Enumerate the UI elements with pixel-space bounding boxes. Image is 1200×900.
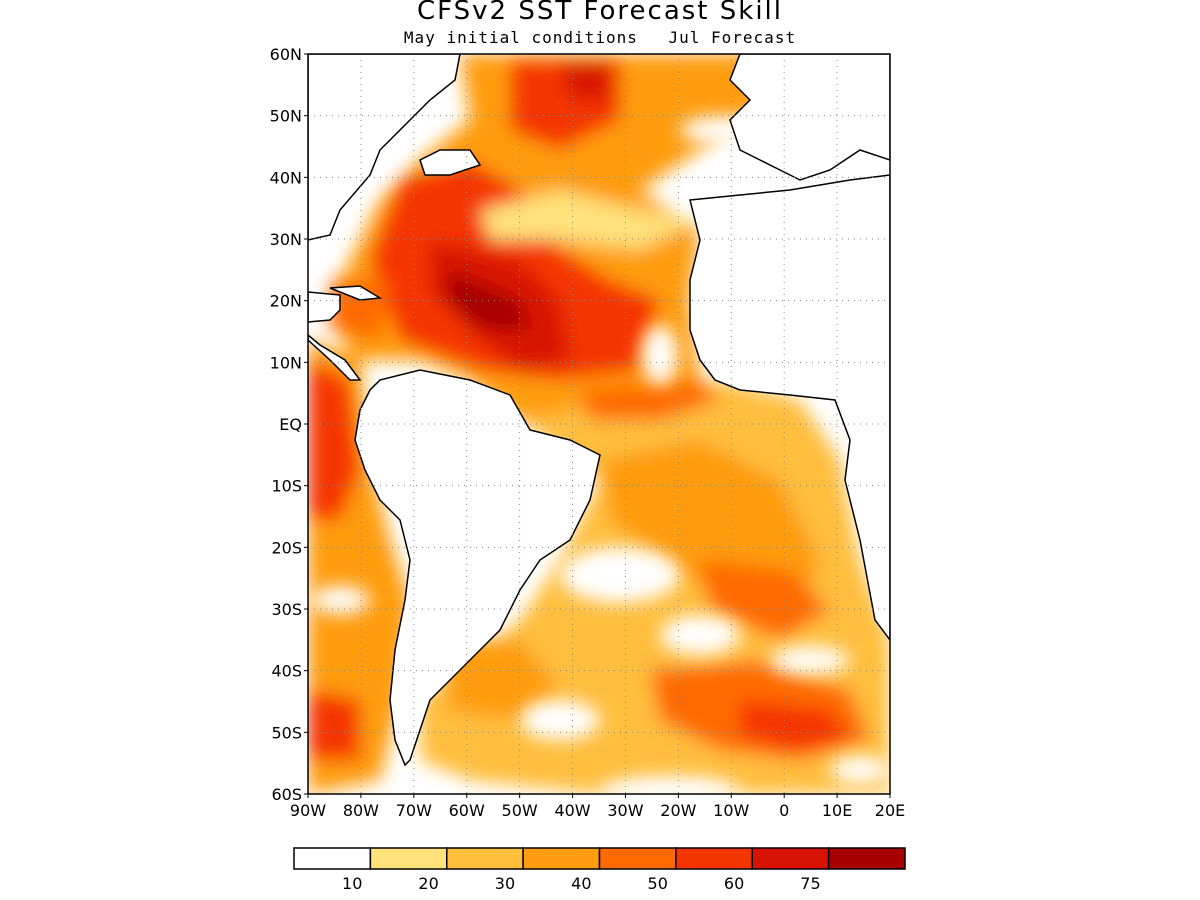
colorbar-label: 50 — [648, 874, 668, 893]
colorbar-label: 75 — [800, 874, 820, 893]
lat-tick-label: 20N — [270, 292, 302, 311]
lon-tick-label: 20E — [875, 801, 905, 820]
colorbar: 10 20 30 40 50 60 75 — [293, 847, 906, 893]
lat-tick-label: 10N — [270, 353, 302, 372]
lon-labels: 90W 80W 70W 60W 50W 40W 30W 20W 10W 0 10E 20E — [290, 794, 905, 820]
lon-tick-label: 10E — [822, 801, 852, 820]
lon-tick-label: 80W — [343, 801, 379, 820]
lon-tick-label: 90W — [290, 801, 326, 820]
colorbar-swatch — [675, 847, 753, 870]
subtitle-init: May initial conditions — [403, 28, 638, 47]
lat-tick-label: 10S — [271, 477, 302, 496]
lon-tick-label: 60W — [449, 801, 485, 820]
lat-tick-label: 20S — [271, 538, 302, 557]
colorbar-label: 60 — [724, 874, 744, 893]
lat-tick-label: 30N — [270, 230, 302, 249]
lat-tick-label: 60N — [270, 45, 302, 64]
colorbar-swatch — [522, 847, 601, 870]
colorbar-swatch — [293, 847, 372, 870]
lat-tick-label: 40S — [271, 662, 302, 681]
colorbar-swatch — [369, 847, 448, 870]
colorbar-label: 30 — [495, 874, 515, 893]
colorbar-swatch — [446, 847, 524, 870]
lon-tick-label: 0 — [779, 801, 789, 820]
skill-field — [308, 54, 890, 794]
lat-tick-label: 50N — [270, 107, 302, 126]
gridlines — [308, 54, 890, 794]
colorbar-label: 20 — [418, 874, 438, 893]
lon-tick-label: 20W — [660, 801, 696, 820]
lat-tick-label: 30S — [271, 600, 302, 619]
lat-tick-label: 50S — [271, 723, 302, 742]
map-subtitle: May initial conditions Jul Forecast — [0, 28, 1200, 47]
lon-tick-label: 10W — [713, 801, 749, 820]
lon-tick-label: 70W — [396, 801, 432, 820]
colorbar-label: 10 — [342, 874, 362, 893]
subtitle-forecast: Jul Forecast — [668, 28, 797, 47]
lat-tick-label: 60S — [271, 785, 302, 804]
colorbar-swatch — [827, 847, 906, 870]
lon-tick-label: 50W — [502, 801, 538, 820]
lon-tick-label: 30W — [607, 801, 643, 820]
lat-labels: 60N 50N 40N 30N 20N 10N EQ 10S 20S 30S 40S 50S 60S — [270, 45, 308, 804]
colorbar-swatch — [598, 847, 677, 870]
lat-tick-label: EQ — [279, 415, 302, 434]
land — [308, 54, 890, 767]
lon-tick-label: 40W — [554, 801, 590, 820]
lat-tick-label: 40N — [270, 168, 302, 187]
map-title: CFSv2 SST Forecast Skill — [416, 0, 784, 26]
colorbar-swatch — [751, 847, 830, 870]
colorbar-label: 40 — [571, 874, 591, 893]
